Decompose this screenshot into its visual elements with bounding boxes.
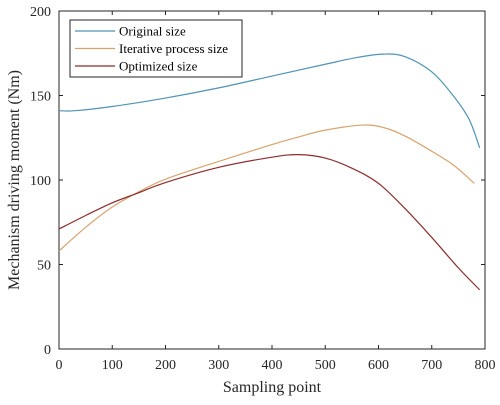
series-line-original-size xyxy=(58,53,481,149)
legend-label-optimized: Optimized size xyxy=(119,59,198,74)
series-line-optimized-size xyxy=(58,154,481,291)
y-tick-label: 150 xyxy=(30,90,51,105)
axis-ticks: 0 100 200 300 400 500 600 700 800 0 50 100 150 200 xyxy=(30,5,496,373)
x-tick-label: 300 xyxy=(208,358,229,373)
y-tick-label: 50 xyxy=(37,259,51,274)
x-tick-label: 400 xyxy=(262,358,283,373)
x-tick-label: 600 xyxy=(368,358,389,373)
x-tick-label: 0 xyxy=(56,358,63,373)
y-axis-label: Mechanism driving moment (Nm) xyxy=(6,70,23,290)
x-tick-label: 100 xyxy=(102,358,123,373)
x-tick-label: 700 xyxy=(421,358,442,373)
legend-label-iterative: Iterative process size xyxy=(119,41,228,56)
legend-label-original: Original size xyxy=(119,24,186,39)
x-tick-label: 500 xyxy=(315,358,336,373)
x-tick-label: 200 xyxy=(155,358,176,373)
y-tick-label: 200 xyxy=(30,5,51,20)
y-tick-label: 100 xyxy=(30,174,51,189)
legend: Original size Iterative process size Opt… xyxy=(69,19,243,78)
y-tick-label: 0 xyxy=(44,343,51,358)
series-line-iterative-process-size xyxy=(58,124,475,252)
series-layer xyxy=(58,53,481,291)
x-tick-label: 800 xyxy=(475,358,496,373)
x-axis-label: Sampling point xyxy=(223,379,322,396)
